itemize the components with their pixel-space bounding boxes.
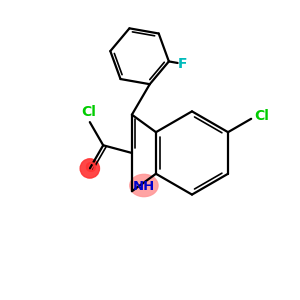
Ellipse shape <box>130 174 158 196</box>
Text: Cl: Cl <box>255 109 270 123</box>
Ellipse shape <box>80 159 100 178</box>
Text: NH: NH <box>133 181 155 194</box>
Text: Cl: Cl <box>81 104 96 118</box>
Text: F: F <box>177 57 187 71</box>
Text: O: O <box>84 161 96 176</box>
